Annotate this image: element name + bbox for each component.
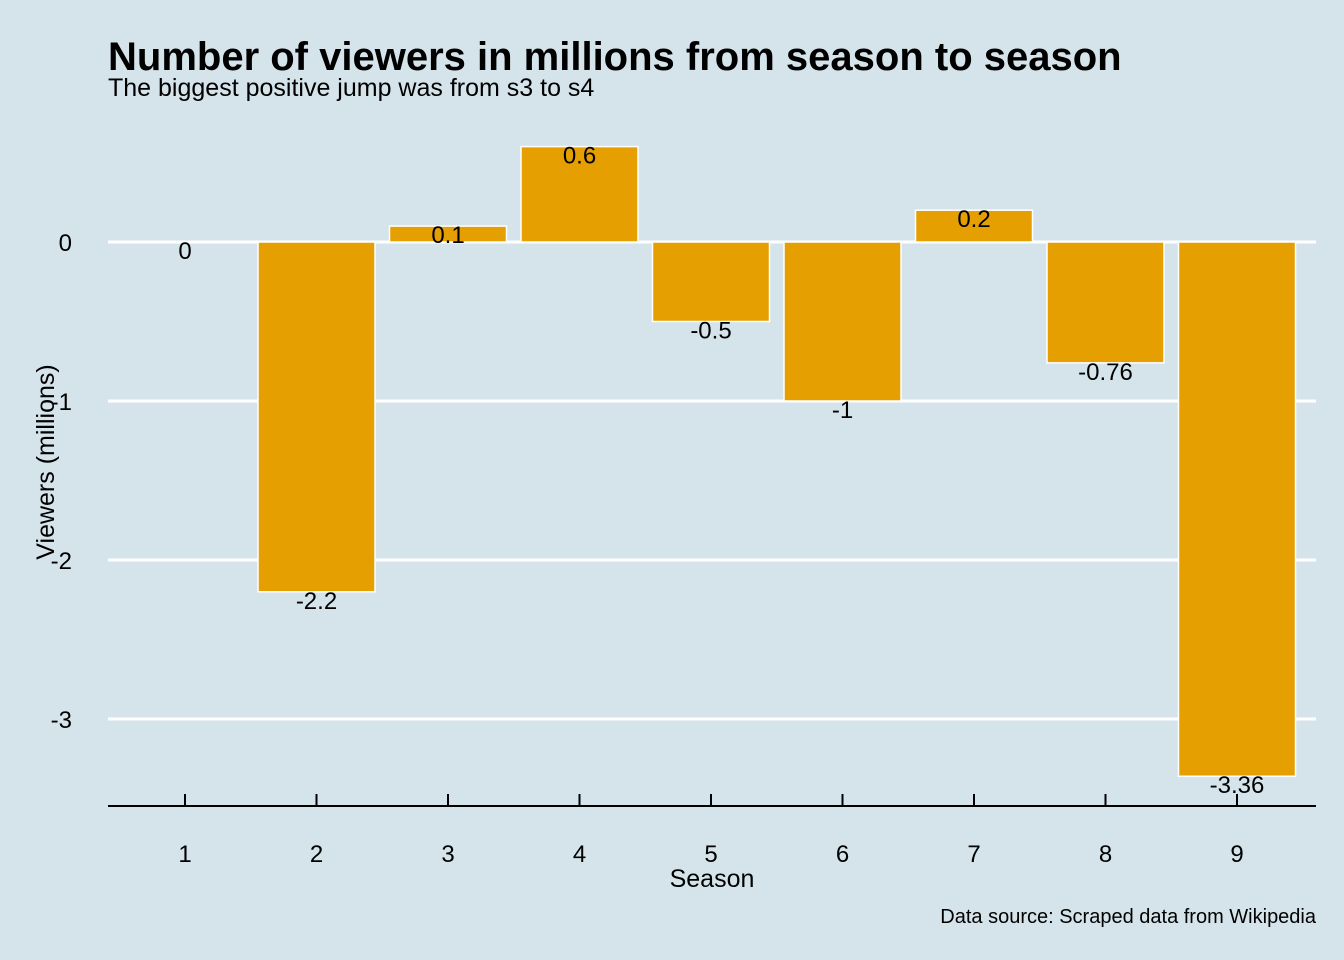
bar-season-7: [914, 209, 1034, 243]
chart-title: Number of viewers in millions from seaso…: [108, 35, 1122, 79]
x-tick-label: 1: [178, 841, 191, 868]
y-axis-tick-labels: 0 -1 -2 -3: [51, 230, 72, 734]
bars: [257, 145, 1297, 777]
y-tick-label: -2: [51, 548, 72, 575]
bar-season-8: [1046, 241, 1165, 364]
bar-season-6: [783, 241, 902, 402]
data-label-season-2: -2.2: [296, 588, 337, 615]
x-axis-ticks: [184, 794, 1238, 806]
y-tick-label: -3: [51, 707, 72, 734]
data-label-season-8: -0.76: [1078, 359, 1133, 386]
y-axis-title: Viewers (millions): [32, 364, 60, 559]
y-tick-label: -1: [51, 389, 72, 416]
x-tick-label: 6: [836, 841, 849, 868]
bar-season-5: [651, 241, 771, 323]
bar-season-3: [388, 225, 508, 243]
data-label-season-4: 0.6: [563, 143, 596, 170]
chart-subtitle: The biggest positive jump was from s3 to…: [108, 74, 594, 102]
data-label-season-5: -0.5: [690, 318, 731, 345]
data-source-caption: Data source: Scraped data from Wikipedia: [940, 906, 1317, 928]
data-label-season-3: 0.1: [431, 222, 464, 249]
x-tick-label: 9: [1230, 841, 1243, 868]
data-label-season-6: -1: [832, 397, 853, 424]
data-labels: 0-2.20.10.6-0.5-10.2-0.76-3.36: [178, 143, 1264, 800]
bar-season-2: [257, 241, 376, 593]
x-tick-label: 8: [1099, 841, 1112, 868]
x-tick-label: 2: [310, 841, 323, 868]
bar-season-9: [1177, 241, 1297, 777]
x-tick-label: 4: [573, 841, 586, 868]
data-label-season-7: 0.2: [957, 206, 990, 233]
data-label-season-1: 0: [178, 238, 191, 265]
x-tick-label: 3: [441, 841, 454, 868]
x-tick-label: 5: [704, 841, 717, 868]
x-axis-title: Season: [670, 865, 755, 893]
y-tick-label: 0: [59, 230, 72, 257]
x-axis-tick-labels: 1 2 3 4 5 6 7 8 9: [178, 841, 1243, 868]
bar-season-4: [520, 145, 639, 243]
x-tick-label: 7: [967, 841, 980, 868]
